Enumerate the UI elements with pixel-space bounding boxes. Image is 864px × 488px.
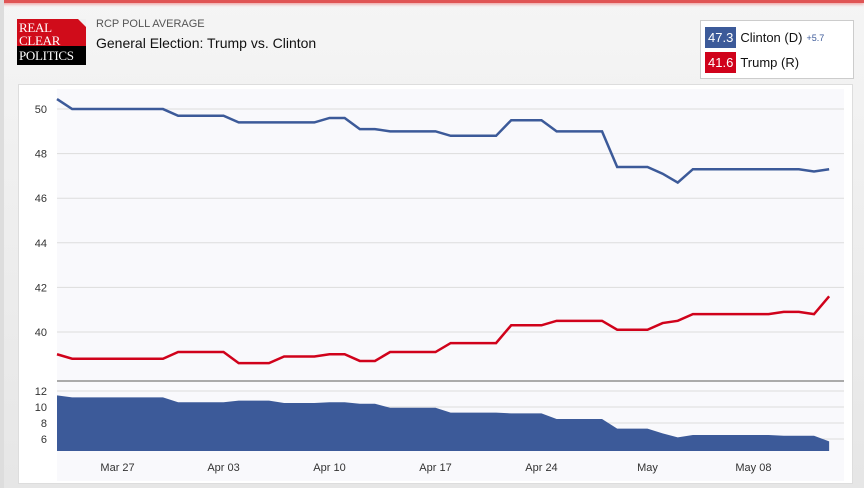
legend-item-trump[interactable]: 41.6 Trump (R) [705, 52, 799, 73]
series-line-trump [56, 295, 831, 365]
legend: 47.3 Clinton (D) +5.7 41.6 Trump (R) [700, 20, 854, 79]
legend-item-clinton[interactable]: 47.3 Clinton (D) +5.7 [705, 27, 824, 48]
chart-svg: 40 42 44 46 48 50 6 10 12 8 Mar 27 Apr 03 Apr 10 Apr… [35, 89, 844, 481]
x-tick-label: Apr 24 [525, 462, 557, 474]
x-tick-label: Mar 27 [100, 462, 134, 474]
y-tick-label: 44 [35, 238, 47, 250]
x-tick-label: Apr 10 [313, 462, 345, 474]
logo-line: CLEAR [19, 33, 61, 48]
chart-title: General Election: Trump vs. Clinton [96, 35, 317, 51]
spread-y-tick-label: 12 [35, 386, 47, 398]
spread-value: +5.7 [806, 32, 825, 43]
x-tick-label: May [637, 462, 658, 474]
top-accent-bar [0, 0, 864, 3]
clinton-label: Clinton (D) [740, 30, 803, 45]
spread-y-tick-label: 8 [41, 418, 47, 430]
trump-label: Trump (R) [740, 55, 800, 70]
clinton-value-badge: 47.3 [705, 27, 737, 48]
x-tick-label: May 08 [735, 462, 771, 474]
y-tick-label: 42 [35, 282, 47, 294]
y-tick-label: 46 [35, 193, 47, 205]
x-tick-label: Apr 03 [207, 462, 239, 474]
spread-area [57, 395, 830, 451]
logo-line: REAL [19, 20, 52, 35]
trump-value-badge: 41.6 [705, 52, 737, 73]
series-line-clinton [56, 97, 830, 185]
spread-y-tick-label: 6 [41, 434, 47, 446]
chart-panel: 40 42 44 46 48 50 6 10 12 8 Mar 27 Apr 03 Apr 10 Apr… [18, 84, 853, 484]
y-tick-label: 40 [35, 327, 47, 339]
y-tick-label: 48 [35, 149, 47, 161]
logo-line: POLITICS [19, 48, 74, 63]
rcp-logo: REAL CLEAR POLITICS [17, 19, 86, 65]
x-tick-label: Apr 17 [419, 462, 451, 474]
y-tick-label: 50 [35, 104, 47, 116]
left-border [0, 0, 4, 488]
spread-y-tick-label: 10 [35, 402, 47, 414]
chart-subtitle: RCP POLL AVERAGE [96, 18, 205, 30]
